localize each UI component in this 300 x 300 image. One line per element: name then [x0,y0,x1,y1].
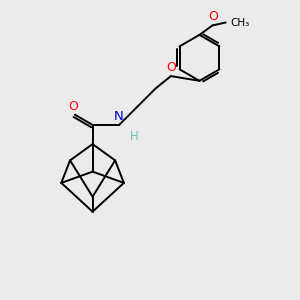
Text: O: O [68,100,78,112]
Text: H: H [130,130,139,143]
Text: O: O [208,11,218,23]
Text: CH₃: CH₃ [230,17,249,28]
Text: O: O [167,61,176,74]
Text: N: N [114,110,124,123]
